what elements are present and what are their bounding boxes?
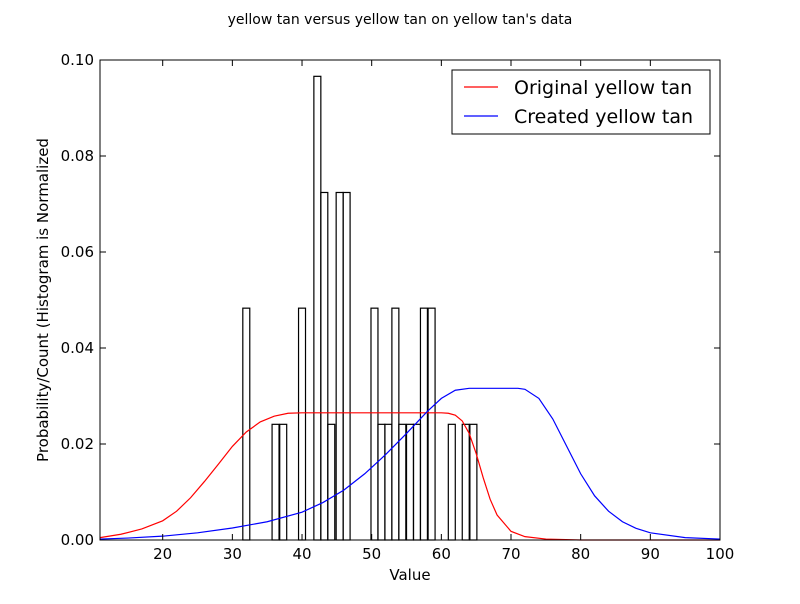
histogram-bar-0 — [242, 307, 251, 541]
density-lines — [99, 387, 721, 541]
histogram-bar-4 — [313, 75, 322, 541]
y-tick-label-3: 0.06 — [61, 243, 94, 261]
histogram-bar-2 — [279, 423, 288, 541]
histogram-bar-6 — [327, 423, 336, 541]
x-tick-label-3: 50 — [362, 545, 381, 563]
histogram-bar-20 — [469, 423, 478, 541]
histogram-bar-7 — [335, 191, 344, 541]
histogram-bars — [242, 75, 478, 541]
histogram-bar-11 — [384, 423, 393, 541]
histogram-bar-18 — [447, 423, 456, 541]
x-tick-label-4: 60 — [432, 545, 451, 563]
y-tick-label-5: 0.10 — [61, 51, 94, 69]
y-axis-ticks: 0.00 0.02 0.04 0.06 0.08 0.10 — [61, 51, 720, 549]
plot-frame — [99, 59, 721, 541]
histogram-bar-16 — [419, 307, 429, 541]
histogram-bar-14 — [405, 423, 415, 541]
x-tick-label-6: 80 — [571, 545, 590, 563]
x-tick-label-1: 30 — [223, 545, 242, 563]
x-axis-ticks: 20 30 40 50 60 70 80 90 100 — [153, 60, 734, 563]
histogram-bar-9 — [370, 307, 379, 541]
histogram-bar-10 — [377, 423, 386, 541]
histogram-bar-12 — [391, 307, 400, 541]
legend: Original yellow tan Created yellow tan — [451, 69, 711, 135]
chart-title: yellow tan versus yellow tan on yellow t… — [228, 12, 573, 28]
histogram-bar-19 — [461, 423, 470, 541]
series-line-1 — [99, 387, 721, 540]
series-line-0 — [99, 412, 720, 541]
x-tick-label-2: 40 — [292, 545, 311, 563]
x-tick-label-0: 20 — [153, 545, 172, 563]
y-tick-label-0: 0.00 — [61, 531, 94, 549]
histogram-bar-13 — [398, 423, 407, 541]
y-tick-label-1: 0.02 — [61, 435, 94, 453]
x-tick-label-5: 70 — [501, 545, 520, 563]
y-tick-label-2: 0.04 — [61, 339, 94, 357]
legend-box — [451, 69, 711, 135]
x-axis-label: Value — [389, 566, 430, 584]
histogram-bar-1 — [271, 423, 280, 541]
histogram-bar-15 — [412, 423, 422, 541]
legend-label-created: Created yellow tan — [514, 106, 693, 128]
histogram-bar-3 — [297, 307, 307, 541]
y-tick-label-4: 0.08 — [61, 147, 94, 165]
legend-label-original: Original yellow tan — [514, 77, 692, 99]
y-axis-label: Probability/Count (Histogram is Normaliz… — [34, 138, 52, 462]
x-tick-label-7: 90 — [641, 545, 660, 563]
histogram-bar-17 — [427, 307, 436, 541]
histogram-bar-5 — [320, 191, 329, 541]
x-tick-label-8: 100 — [706, 545, 735, 563]
